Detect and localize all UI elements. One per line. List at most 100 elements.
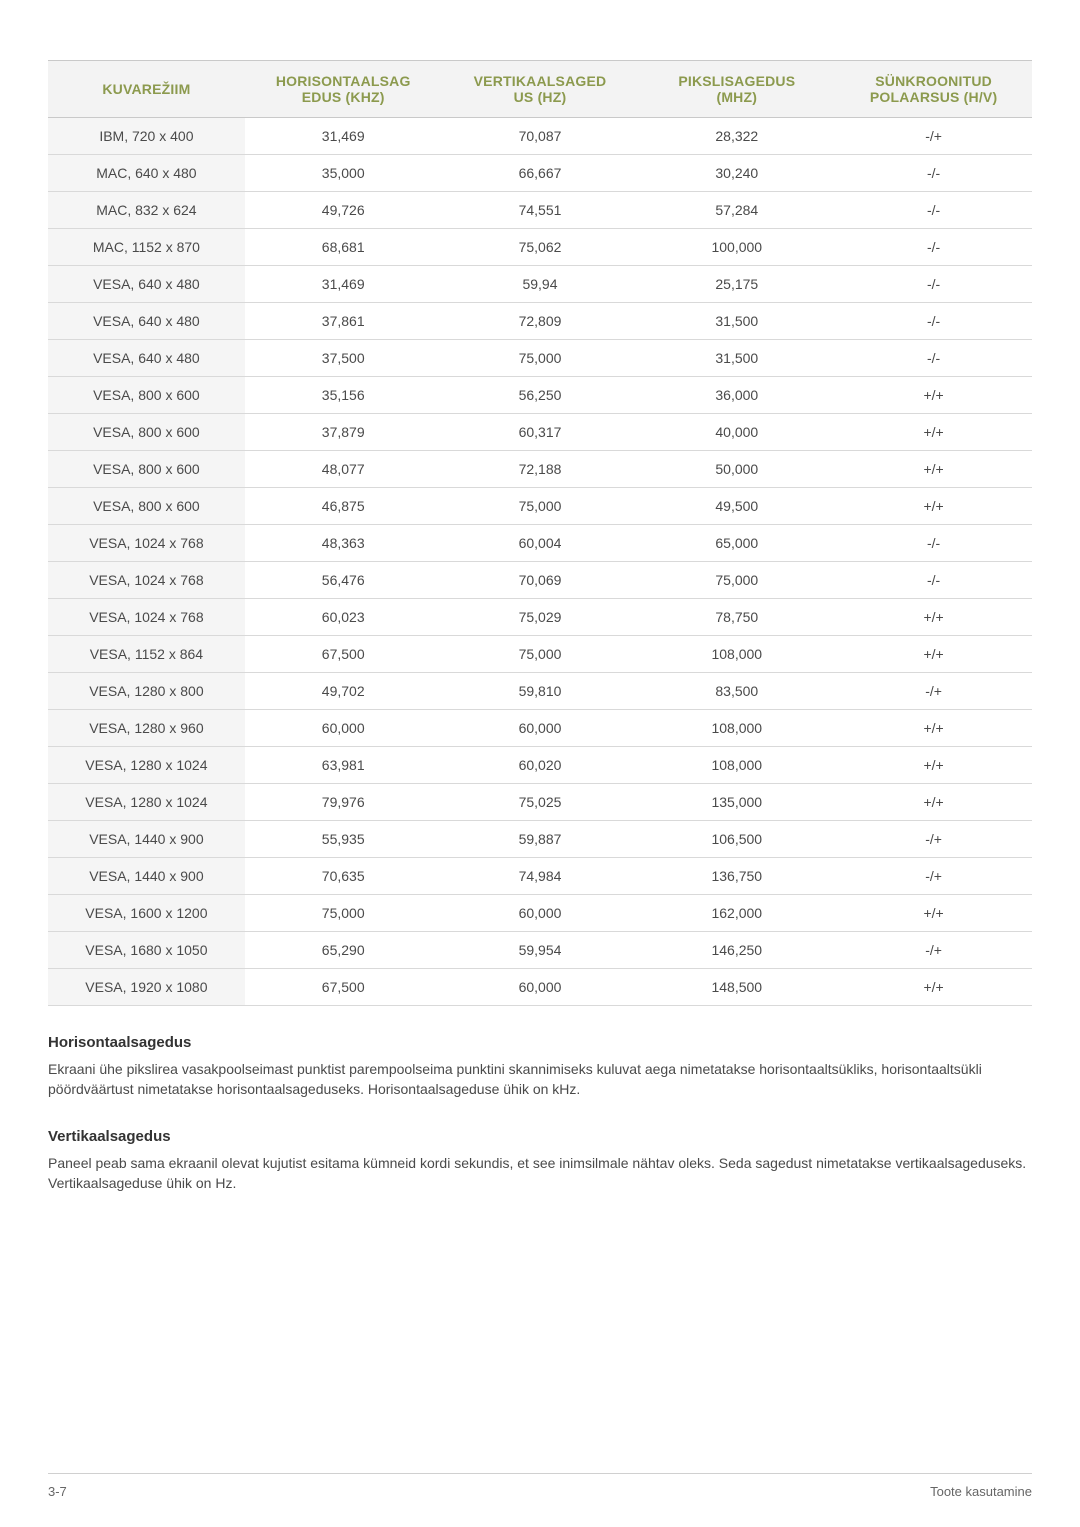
table-cell: -/+	[835, 118, 1032, 155]
table-cell: 60,317	[442, 414, 639, 451]
table-cell: 75,062	[442, 229, 639, 266]
table-cell: VESA, 800 x 600	[48, 414, 245, 451]
table-cell: VESA, 1024 x 768	[48, 599, 245, 636]
table-row: IBM, 720 x 40031,46970,08728,322-/+	[48, 118, 1032, 155]
table-cell: VESA, 1280 x 1024	[48, 784, 245, 821]
table-row: VESA, 1024 x 76860,02375,02978,750+/+	[48, 599, 1032, 636]
table-cell: VESA, 1280 x 800	[48, 673, 245, 710]
table-cell: IBM, 720 x 400	[48, 118, 245, 155]
table-cell: 70,069	[442, 562, 639, 599]
table-cell: 48,363	[245, 525, 442, 562]
header-text: (MHZ)	[716, 89, 757, 105]
table-row: MAC, 640 x 48035,00066,66730,240-/-	[48, 155, 1032, 192]
table-cell: 74,984	[442, 858, 639, 895]
header-text: POLAARSUS (H/V)	[870, 89, 997, 105]
footer-title: Toote kasutamine	[930, 1484, 1032, 1499]
table-cell: -/-	[835, 266, 1032, 303]
section-body-horizontal: Ekraani ühe pikslirea vasakpoolseimast p…	[48, 1059, 1032, 1100]
table-row: MAC, 1152 x 87068,68175,062100,000-/-	[48, 229, 1032, 266]
table-cell: 37,879	[245, 414, 442, 451]
table-cell: 50,000	[638, 451, 835, 488]
table-cell: 65,000	[638, 525, 835, 562]
table-cell: VESA, 1440 x 900	[48, 858, 245, 895]
table-cell: 67,500	[245, 636, 442, 673]
table-cell: 60,000	[442, 710, 639, 747]
col-header-sync: SÜNKROONITUD POLAARSUS (H/V)	[835, 61, 1032, 118]
table-cell: 75,029	[442, 599, 639, 636]
table-cell: 75,025	[442, 784, 639, 821]
table-cell: 108,000	[638, 636, 835, 673]
table-row: VESA, 1280 x 102463,98160,020108,000+/+	[48, 747, 1032, 784]
table-head: KUVAREŽIIM HORISONTAALSAG EDUS (KHZ) VER…	[48, 61, 1032, 118]
table-cell: -/+	[835, 673, 1032, 710]
table-cell: 48,077	[245, 451, 442, 488]
table-cell: -/+	[835, 858, 1032, 895]
table-cell: 72,809	[442, 303, 639, 340]
table-cell: +/+	[835, 710, 1032, 747]
header-text: SÜNKROONITUD	[875, 73, 992, 89]
table-cell: 108,000	[638, 747, 835, 784]
table-row: VESA, 640 x 48031,46959,9425,175-/-	[48, 266, 1032, 303]
table-cell: VESA, 800 x 600	[48, 488, 245, 525]
table-cell: VESA, 1280 x 960	[48, 710, 245, 747]
table-cell: 46,875	[245, 488, 442, 525]
page-footer: 3-7 Toote kasutamine	[48, 1473, 1032, 1499]
table-cell: VESA, 1920 x 1080	[48, 969, 245, 1006]
table-cell: +/+	[835, 377, 1032, 414]
page-number: 3-7	[48, 1484, 67, 1499]
table-row: VESA, 1440 x 90070,63574,984136,750-/+	[48, 858, 1032, 895]
table-cell: +/+	[835, 895, 1032, 932]
header-text: VERTIKAALSAGED	[474, 73, 607, 89]
table-cell: 66,667	[442, 155, 639, 192]
table-row: VESA, 1152 x 86467,50075,000108,000+/+	[48, 636, 1032, 673]
table-cell: VESA, 1152 x 864	[48, 636, 245, 673]
table-cell: +/+	[835, 599, 1032, 636]
table-cell: 59,810	[442, 673, 639, 710]
table-cell: 75,000	[442, 340, 639, 377]
table-cell: VESA, 1680 x 1050	[48, 932, 245, 969]
header-text: EDUS (KHZ)	[302, 89, 385, 105]
table-cell: -/-	[835, 229, 1032, 266]
table-cell: -/-	[835, 562, 1032, 599]
table-cell: +/+	[835, 969, 1032, 1006]
table-cell: VESA, 640 x 480	[48, 340, 245, 377]
table-cell: 57,284	[638, 192, 835, 229]
table-cell: 25,175	[638, 266, 835, 303]
section-body-vertical: Paneel peab sama ekraanil olevat kujutis…	[48, 1153, 1032, 1194]
header-text: US (HZ)	[514, 89, 567, 105]
table-cell: 60,000	[245, 710, 442, 747]
section-title-vertical: Vertikaalsagedus	[48, 1128, 1032, 1145]
table-cell: 70,635	[245, 858, 442, 895]
table-cell: 70,087	[442, 118, 639, 155]
table-row: VESA, 1024 x 76856,47670,06975,000-/-	[48, 562, 1032, 599]
table-row: VESA, 1024 x 76848,36360,00465,000-/-	[48, 525, 1032, 562]
table-cell: +/+	[835, 488, 1032, 525]
table-cell: +/+	[835, 747, 1032, 784]
table-cell: -/+	[835, 932, 1032, 969]
table-cell: 100,000	[638, 229, 835, 266]
table-cell: 49,500	[638, 488, 835, 525]
table-cell: -/+	[835, 821, 1032, 858]
table-cell: 75,000	[245, 895, 442, 932]
table-cell: 72,188	[442, 451, 639, 488]
table-cell: +/+	[835, 414, 1032, 451]
table-cell: VESA, 800 x 600	[48, 451, 245, 488]
table-row: VESA, 1280 x 102479,97675,025135,000+/+	[48, 784, 1032, 821]
table-cell: 106,500	[638, 821, 835, 858]
table-cell: VESA, 1024 x 768	[48, 562, 245, 599]
table-row: VESA, 640 x 48037,50075,00031,500-/-	[48, 340, 1032, 377]
table-cell: VESA, 1024 x 768	[48, 525, 245, 562]
table-cell: -/-	[835, 192, 1032, 229]
table-cell: 148,500	[638, 969, 835, 1006]
document-page: KUVAREŽIIM HORISONTAALSAG EDUS (KHZ) VER…	[0, 0, 1080, 1527]
table-row: VESA, 640 x 48037,86172,80931,500-/-	[48, 303, 1032, 340]
table-cell: 49,702	[245, 673, 442, 710]
table-cell: 37,500	[245, 340, 442, 377]
table-row: VESA, 1280 x 80049,70259,81083,500-/+	[48, 673, 1032, 710]
col-header-vfreq: VERTIKAALSAGED US (HZ)	[442, 61, 639, 118]
table-cell: 30,240	[638, 155, 835, 192]
table-cell: VESA, 800 x 600	[48, 377, 245, 414]
table-cell: 60,004	[442, 525, 639, 562]
timing-table: KUVAREŽIIM HORISONTAALSAG EDUS (KHZ) VER…	[48, 60, 1032, 1006]
table-cell: -/-	[835, 155, 1032, 192]
